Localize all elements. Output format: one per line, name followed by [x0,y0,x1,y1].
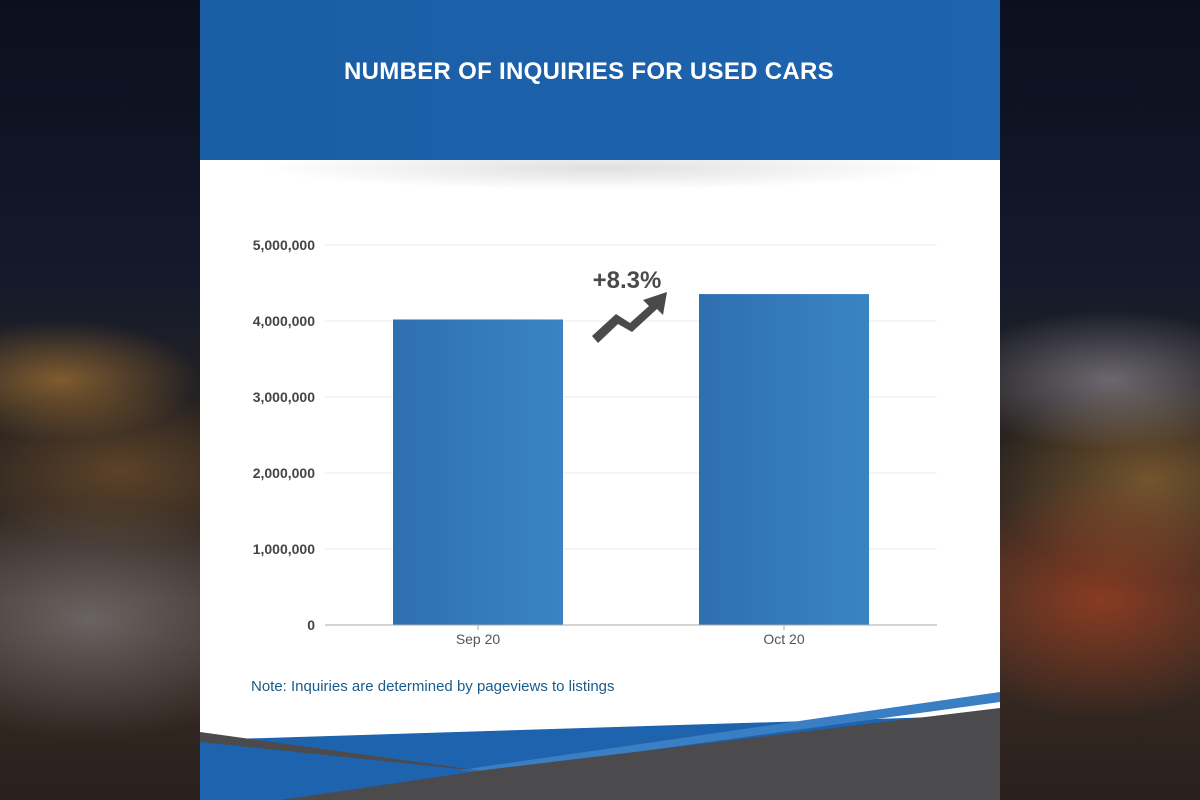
bars [393,294,869,625]
bar-sep-20 [393,319,563,625]
x-tick-label: Oct 20 [763,631,804,647]
y-axis-ticks: 0 1,000,000 2,000,000 3,000,000 4,000,000 5,0… [253,237,316,633]
trend-up-arrow-icon [592,292,667,343]
y-tick-label: 4,000,000 [253,313,315,329]
y-tick-label: 3,000,000 [253,389,315,405]
growth-annotation: +8.3% [592,267,667,343]
y-tick-label: 2,000,000 [253,465,315,481]
bar-chart: 0 1,000,000 2,000,000 3,000,000 4,000,000 5,0… [253,237,937,647]
bar-oct-20 [699,294,869,625]
x-tick-label: Sep 20 [456,631,501,647]
growth-percentage-label: +8.3% [593,267,662,294]
chart-title: NUMBER OF INQUIRIES FOR USED CARS [344,58,834,85]
footer-thin-blue-stripe [460,692,1000,772]
y-tick-label: 1,000,000 [253,541,315,557]
banner-shadow [260,160,940,200]
y-tick-label: 5,000,000 [253,237,315,253]
footer-decoration [200,692,1000,800]
x-axis-ticks: Sep 20 Oct 20 [456,625,805,647]
y-tick-label: 0 [307,617,315,633]
footnote: Note: Inquiries are determined by pagevi… [251,678,615,695]
footer-gray-wedge [280,708,1000,800]
infographic-card: NUMBER OF INQUIRIES FOR USED CARS 0 1,000… [200,0,1000,800]
footer-thin-gray-stripe [200,732,490,772]
title-banner: NUMBER OF INQUIRIES FOR USED CARS [200,0,1000,160]
